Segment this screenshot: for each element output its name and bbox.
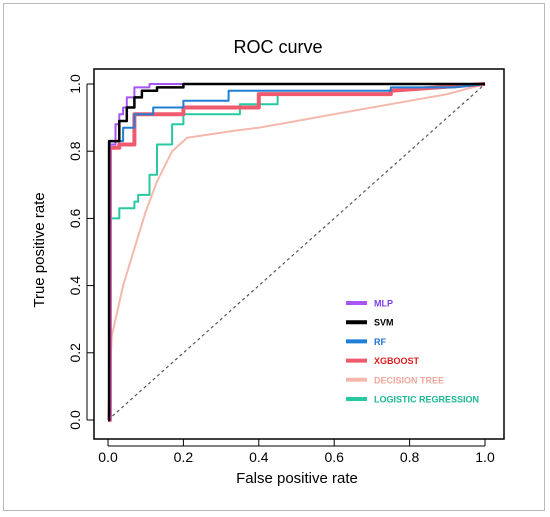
series-line-logistic-regression — [108, 83, 486, 421]
legend-label: RF — [374, 337, 386, 347]
axes: 0.0 0.2 0.4 0.6 0.8 1.0 0.0 0.2 0.4 0.6 0.8 1.0 — [67, 74, 495, 465]
legend-label: MLP — [374, 299, 393, 309]
x-tick-label: 0.6 — [324, 449, 344, 465]
series-line-mlp — [108, 83, 485, 421]
y-axis-label: True positive rate — [31, 192, 48, 307]
diagonal-reference — [107, 83, 486, 421]
legend-label: LOGISTIC REGRESSION — [374, 395, 479, 405]
y-tick-label: 0.4 — [67, 276, 83, 296]
x-tick-label: 0.8 — [400, 449, 420, 465]
series-line-svm — [107, 82, 485, 422]
figure-frame: ROC curve False positive rate True posit… — [3, 3, 545, 511]
series-line-xgboost — [107, 82, 486, 422]
x-tick-label: 0.2 — [174, 449, 194, 465]
diagonal-reference-line — [107, 83, 486, 421]
y-tick-label: 0.0 — [67, 410, 83, 430]
y-tick-label: 0.6 — [67, 208, 83, 228]
plot-area — [93, 68, 505, 440]
y-tick-label: 1.0 — [67, 74, 83, 94]
legend-label: SVM — [374, 318, 394, 328]
roc-curves — [107, 82, 486, 422]
y-tick-label: 0.8 — [67, 141, 83, 161]
legend-label: DECISION TREE — [374, 375, 444, 385]
x-tick-label: 0.0 — [98, 449, 118, 465]
x-tick-label: 0.4 — [249, 449, 269, 465]
chart-title: ROC curve — [233, 37, 322, 57]
series-line-decision-tree — [107, 83, 486, 421]
x-tick-label: 1.0 — [475, 449, 495, 465]
legend: MLP SVM RF XGBOOST DECISION TREE LOGISTIC REG… — [346, 299, 479, 405]
y-tick-label: 0.2 — [67, 343, 83, 363]
legend-label: XGBOOST — [374, 356, 420, 366]
x-axis-label: False positive rate — [236, 470, 358, 487]
roc-chart: ROC curve False positive rate True posit… — [31, 37, 505, 487]
